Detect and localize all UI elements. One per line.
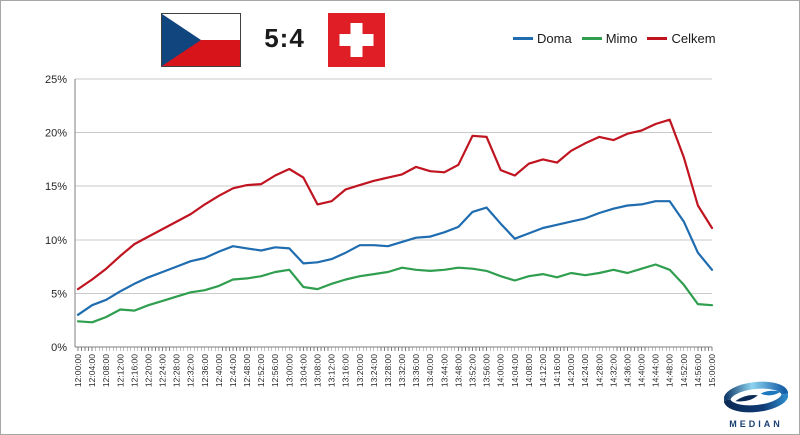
y-axis-tick-label: 25%	[45, 74, 67, 86]
legend-item-celkem: Celkem	[647, 31, 716, 46]
x-axis-tick-label: 14:04:00	[510, 354, 520, 387]
x-axis-tick-label: 14:56:00	[693, 354, 703, 387]
czech-flag-icon	[161, 13, 241, 67]
x-axis-tick-label: 13:04:00	[298, 354, 308, 387]
x-axis-tick-label: 15:00:00	[707, 354, 717, 387]
x-axis-tick-label: 14:32:00	[608, 354, 618, 387]
x-axis-tick-label: 14:24:00	[580, 354, 590, 387]
x-axis-tick-label: 13:48:00	[453, 354, 463, 387]
x-axis-tick-label: 12:44:00	[228, 354, 238, 387]
x-axis-tick-label: 12:36:00	[200, 354, 210, 387]
x-axis-tick-label: 14:28:00	[594, 354, 604, 387]
x-axis-tick-label: 14:20:00	[566, 354, 576, 387]
chart-legend: Doma Mimo Celkem	[513, 31, 716, 46]
legend-swatch-celkem	[647, 37, 668, 40]
x-axis-tick-label: 13:44:00	[439, 354, 449, 387]
x-axis-tick-label: 13:00:00	[284, 354, 294, 387]
x-axis-tick-label: 12:52:00	[256, 354, 266, 387]
median-logo-text: MEDIAN	[729, 419, 783, 429]
y-axis-tick-label: 5%	[51, 288, 67, 300]
x-axis-tick-label: 12:20:00	[143, 354, 153, 387]
x-axis-tick-label: 13:16:00	[341, 354, 351, 387]
x-axis-tick-label: 14:48:00	[665, 354, 675, 387]
match-score: 5:4	[264, 23, 305, 53]
swiss-flag-icon	[328, 13, 385, 67]
y-axis-tick-label: 0%	[51, 342, 67, 354]
x-axis-tick-label: 13:24:00	[369, 354, 379, 387]
x-axis-tick-label: 13:12:00	[327, 354, 337, 387]
x-axis-tick-label: 14:08:00	[524, 354, 534, 387]
y-axis-tick-label: 20%	[45, 128, 67, 140]
y-axis-tick-label: 15%	[45, 181, 67, 193]
x-axis-tick-label: 14:16:00	[552, 354, 562, 387]
x-axis-tick-label: 13:08:00	[313, 354, 323, 387]
x-axis-tick-label: 12:40:00	[214, 354, 224, 387]
legend-swatch-doma	[513, 37, 533, 40]
x-axis-tick-label: 14:12:00	[538, 354, 548, 387]
czech-flag-graphic	[162, 14, 240, 66]
median-branding: MEDIAN	[717, 381, 795, 429]
x-axis-tick-label: 12:12:00	[115, 354, 125, 387]
x-axis-tick-label: 12:16:00	[129, 354, 139, 387]
x-axis-tick-label: 12:00:00	[73, 354, 83, 387]
x-axis-tick-label: 12:32:00	[186, 354, 196, 387]
x-axis-tick-label: 13:36:00	[411, 354, 421, 387]
legend-swatch-mimo	[581, 37, 602, 40]
y-axis-tick-label: 10%	[45, 235, 67, 247]
x-axis-tick-label: 12:56:00	[270, 354, 280, 387]
x-axis-tick-label: 13:40:00	[425, 354, 435, 387]
swiss-flag-graphic	[328, 13, 385, 67]
x-axis-tick-label: 13:52:00	[467, 354, 477, 387]
x-axis-tick-label: 14:44:00	[651, 354, 661, 387]
legend-label: Mimo	[605, 31, 638, 46]
x-axis-tick-label: 14:52:00	[679, 354, 689, 387]
series-line-mimo	[76, 263, 714, 324]
legend-item-doma: Doma	[513, 31, 572, 46]
x-axis-tick-label: 13:28:00	[383, 354, 393, 387]
x-axis-tick-label: 13:56:00	[482, 354, 492, 387]
x-axis-tick-label: 12:08:00	[101, 354, 111, 387]
x-axis-tick-label: 14:36:00	[622, 354, 632, 387]
legend-label: Celkem	[671, 31, 716, 46]
x-axis-tick-label: 14:40:00	[637, 354, 647, 387]
x-axis-tick-label: 12:28:00	[172, 354, 182, 387]
x-axis-tick-label: 13:20:00	[355, 354, 365, 387]
legend-item-mimo: Mimo	[581, 31, 638, 46]
x-axis-tick-label: 12:48:00	[242, 354, 252, 387]
x-axis-tick-label: 14:00:00	[496, 354, 506, 387]
x-axis-tick-label: 12:04:00	[87, 354, 97, 387]
legend-label: Doma	[537, 31, 572, 46]
series-line-celkem	[76, 118, 714, 291]
series-line-doma	[76, 200, 714, 316]
median-logo-icon	[723, 381, 789, 413]
x-axis-tick-label: 13:32:00	[397, 354, 407, 387]
x-axis-tick-label: 12:24:00	[158, 354, 168, 387]
